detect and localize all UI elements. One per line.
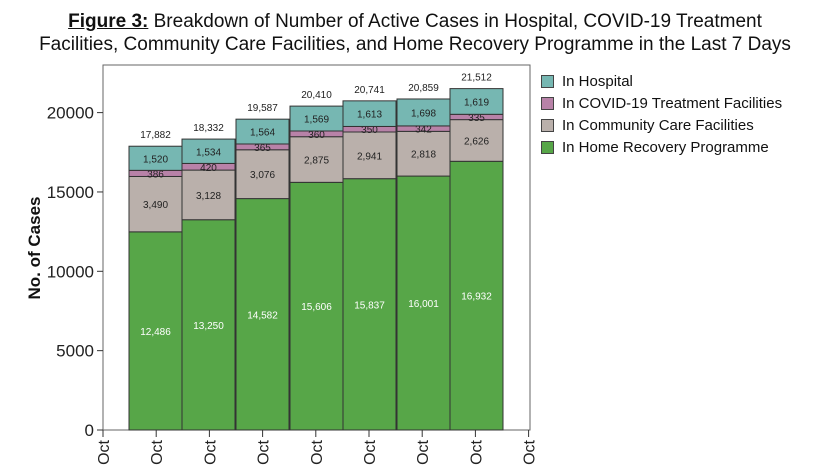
- x-tick-label: Oct: [256, 439, 273, 464]
- bar-segment: [289, 181, 344, 431]
- legend-item: In COVID-19 Treatment Facilities: [541, 92, 782, 114]
- bar-segment: [449, 88, 504, 115]
- bar-value-label: 2,626: [464, 136, 489, 147]
- bar-value-label: 1,569: [304, 115, 329, 126]
- bar-value-label: 1,520: [143, 154, 168, 165]
- chart-legend: In Hospital In COVID-19 Treatment Facilit…: [541, 70, 782, 158]
- y-tick-label: 20000: [47, 104, 94, 123]
- bar-segment: [181, 138, 236, 164]
- bar-value-label: 365: [254, 143, 271, 154]
- bar-segment: [235, 198, 290, 431]
- bar-value-label: 1,564: [250, 128, 275, 139]
- bar-total-label: 20,859: [408, 83, 439, 94]
- x-tick-label: Oct: [522, 439, 539, 464]
- bar-segment: [128, 145, 183, 171]
- bar-segment: [342, 100, 397, 127]
- bar-value-label: 16,001: [408, 299, 439, 310]
- bar-value-label: 2,818: [411, 150, 436, 161]
- bar-value-label: 360: [308, 130, 325, 141]
- bar-value-label: 16,932: [461, 292, 492, 303]
- chart-title: Figure 3: Breakdown of Number of Active …: [0, 10, 830, 56]
- legend-swatch: [541, 96, 554, 110]
- y-tick-label: 10000: [47, 262, 94, 281]
- x-tick-label: Oct: [149, 439, 166, 464]
- bar-value-label: 420: [200, 163, 217, 174]
- legend-swatch: [541, 140, 554, 154]
- bar-total-label: 19,587: [247, 103, 278, 114]
- bar-segment: [128, 231, 183, 431]
- legend-label: In Home Recovery Programme: [562, 138, 769, 156]
- legend-swatch: [541, 74, 554, 88]
- title-line-1: Breakdown of Number of Active Cases in H…: [153, 11, 762, 32]
- bar-total-label: 20,741: [354, 85, 385, 96]
- bar-segment: [181, 169, 236, 221]
- y-tick-label: 0: [85, 421, 94, 440]
- bar-total-label: 21,512: [461, 73, 492, 84]
- bar-total-label: 17,882: [140, 130, 171, 141]
- bar-value-label: 2,875: [304, 156, 329, 167]
- bar-segment: [342, 178, 397, 431]
- x-tick-label: Oct: [468, 439, 485, 464]
- title-line-2: Facilities, Community Care Facilities, a…: [39, 34, 791, 55]
- x-tick-label: Oct: [309, 439, 326, 464]
- x-tick-label: Oct: [362, 439, 379, 464]
- bar-value-label: 3,076: [250, 170, 275, 181]
- bar-value-label: 13,250: [193, 321, 224, 332]
- y-tick-label: 15000: [47, 183, 94, 202]
- legend-item: In Hospital: [541, 70, 782, 92]
- bar-value-label: 14,582: [247, 310, 278, 321]
- y-axis-title: No. of Cases: [25, 197, 44, 300]
- bar-total-label: 18,332: [193, 123, 224, 134]
- figure-label: Figure 3:: [68, 11, 149, 32]
- x-tick-label: Oct: [202, 439, 219, 464]
- bar-segment: [235, 149, 290, 200]
- bar-segment: [449, 119, 504, 162]
- bar-value-label: 350: [361, 125, 378, 136]
- bar-value-label: 1,534: [196, 147, 221, 158]
- bar-segment: [449, 160, 504, 431]
- bar-value-label: 386: [147, 169, 164, 180]
- legend-item: In Community Care Facilities: [541, 114, 782, 136]
- bar-segment: [289, 105, 344, 132]
- bar-value-label: 2,941: [357, 151, 382, 162]
- legend-item: In Home Recovery Programme: [541, 136, 782, 158]
- legend-label: In Hospital: [562, 72, 633, 90]
- bar-value-label: 3,490: [143, 200, 168, 211]
- legend-swatch: [541, 118, 554, 132]
- bar-value-label: 335: [468, 113, 485, 124]
- x-tick-label: Oct: [415, 439, 432, 464]
- y-tick-label: 5000: [56, 342, 94, 361]
- x-tick-label: Oct: [96, 439, 113, 464]
- bar-value-label: 12,486: [140, 327, 171, 338]
- legend-label: In COVID-19 Treatment Facilities: [562, 94, 783, 112]
- bar-value-label: 1,613: [357, 110, 382, 121]
- bar-value-label: 1,619: [464, 97, 489, 108]
- bar-segment: [342, 131, 397, 180]
- bar-value-label: 3,128: [196, 191, 221, 202]
- bar-segment: [235, 118, 290, 145]
- bar-value-label: 15,837: [354, 300, 385, 311]
- bar-value-label: 342: [415, 125, 432, 136]
- bar-value-label: 15,606: [301, 302, 332, 313]
- bar-total-label: 20,410: [301, 90, 332, 101]
- legend-label: In Community Care Facilities: [562, 116, 754, 134]
- bar-value-label: 1,698: [411, 108, 436, 119]
